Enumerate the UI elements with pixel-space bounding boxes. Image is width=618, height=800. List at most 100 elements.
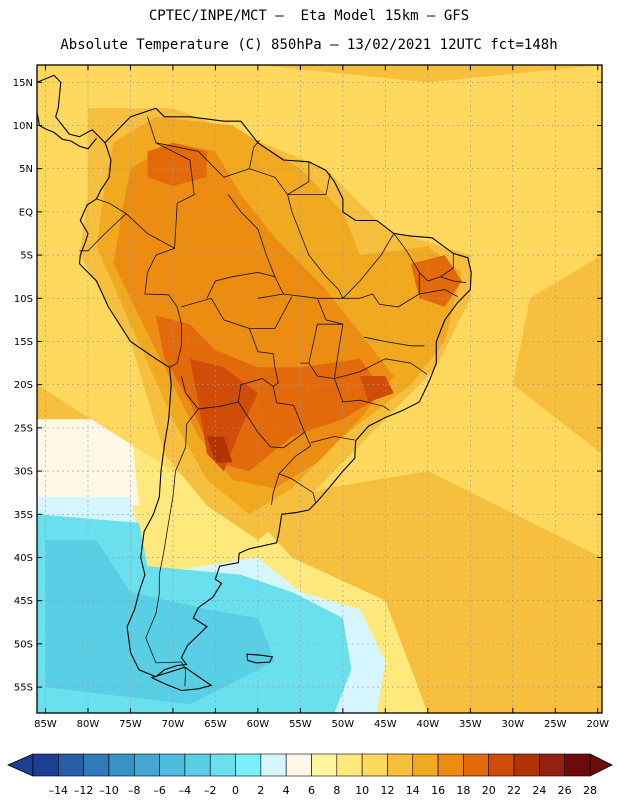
coastline <box>37 74 106 144</box>
lon-label: 45W <box>374 719 397 730</box>
colorbar-label: 6 <box>308 784 315 797</box>
country-border <box>278 473 317 504</box>
coastline <box>246 653 274 664</box>
colorbar-swatch <box>564 753 591 777</box>
lat-label: 25S <box>14 423 33 434</box>
lon-label: 70W <box>162 719 185 730</box>
country-border <box>300 324 344 380</box>
colorbar-swatch <box>58 753 84 777</box>
country-border <box>145 408 199 664</box>
colorbar-swatch <box>285 753 312 777</box>
colorbar-swatch <box>539 753 565 777</box>
colorbar-label: –6 <box>153 784 166 797</box>
colorbar-label: 26 <box>558 784 572 797</box>
colorbar-label: 10 <box>355 784 369 797</box>
colorbar-label: 24 <box>532 784 546 797</box>
lat-label: 15N <box>13 78 33 89</box>
map-frame <box>36 64 603 714</box>
colorbar-swatch <box>513 753 540 777</box>
colorbar-label: 8 <box>333 784 340 797</box>
colorbar-swatch <box>437 753 464 777</box>
country-border <box>287 173 331 196</box>
colorbar-swatch <box>209 753 236 777</box>
coastline <box>78 107 472 678</box>
lat-label: 35S <box>14 510 33 521</box>
country-border <box>181 297 279 410</box>
colorbar-swatch <box>488 753 515 777</box>
country-border <box>334 378 390 411</box>
colorbar-swatch <box>235 753 262 777</box>
coastline <box>150 666 213 692</box>
temperature-zone <box>147 142 207 186</box>
country-border <box>144 247 182 368</box>
lat-label: 40S <box>14 553 33 564</box>
colorbar-swatch <box>412 753 439 777</box>
colorbar-swatch <box>133 753 160 777</box>
lon-label: 20W <box>586 719 609 730</box>
colorbar-label: –14 <box>49 784 69 797</box>
country-border <box>249 296 293 329</box>
colorbar-swatch <box>184 753 211 777</box>
lon-label: 35W <box>459 719 482 730</box>
lon-label: 80W <box>77 719 100 730</box>
country-border <box>206 271 275 299</box>
colorbar-swatch <box>32 753 59 777</box>
colorbar-label: 22 <box>507 784 521 797</box>
lat-label: 50S <box>14 639 33 650</box>
colorbar-label: –8 <box>128 784 141 797</box>
coastlines <box>37 74 472 692</box>
country-border <box>393 233 420 294</box>
lat-lon-grid <box>37 65 602 713</box>
lon-label: 65W <box>204 719 227 730</box>
country-border <box>79 213 127 252</box>
country-border <box>440 276 467 284</box>
country-border <box>334 358 428 379</box>
colorbar-right-arrow <box>589 753 613 777</box>
temperature-zone <box>206 436 233 463</box>
colorbar-left-arrow <box>7 753 34 777</box>
country-border <box>359 289 458 308</box>
country-border <box>287 194 310 256</box>
lat-label: 10S <box>14 294 33 305</box>
lon-label: 85W <box>34 719 57 730</box>
country-border <box>96 116 195 249</box>
colorbar-legend: –14 –12 –10 –8 –6 –4 –2 0 2 4 6 8 10 12 14 16 18 20 22 24 26… <box>7 753 613 797</box>
country-border <box>155 139 260 178</box>
country-border <box>271 432 312 505</box>
colorbar-swatch <box>463 753 490 777</box>
lat-label: 15S <box>14 337 33 348</box>
axis-ticks: 15N 10N 5N EQ 5S 10S 15S 20S 25S 30S 35S 40S 45S 50S 5… <box>13 65 609 730</box>
colorbar-swatch <box>361 753 388 777</box>
colorbar-swatch <box>387 753 414 777</box>
lat-label: 55S <box>14 683 33 694</box>
coastline <box>37 112 97 150</box>
temperature-zone <box>410 255 462 307</box>
colorbar-swatch <box>260 753 287 777</box>
lon-label: 55W <box>289 719 312 730</box>
colorbar-label: 0 <box>232 784 239 797</box>
colorbar-swatch <box>336 753 363 777</box>
lat-label: 30S <box>14 467 33 478</box>
lat-label: EQ <box>19 207 33 218</box>
colorbar-swatch <box>108 753 135 777</box>
lat-label: 10N <box>13 121 33 132</box>
lat-label: 45S <box>14 596 33 607</box>
lon-label: 25W <box>544 719 567 730</box>
country-border <box>317 298 343 325</box>
colorbar-swatch <box>83 753 110 777</box>
colorbar-label: 20 <box>482 784 496 797</box>
colorbar-label: 16 <box>431 784 445 797</box>
colorbar-swatch <box>311 753 338 777</box>
chart-title: CPTEC/INPE/MCT – Eta Model 15km – GFS <box>148 8 470 24</box>
country-border <box>227 194 284 295</box>
country-border <box>364 336 425 347</box>
country-border <box>308 323 343 364</box>
lat-label: 5S <box>20 251 33 262</box>
temperature-zone <box>45 540 275 705</box>
country-border <box>238 386 306 449</box>
political-borders <box>79 116 467 687</box>
colorbar-label: 18 <box>456 784 470 797</box>
lon-label: 50W <box>332 719 355 730</box>
colorbar-label: 14 <box>406 784 420 797</box>
